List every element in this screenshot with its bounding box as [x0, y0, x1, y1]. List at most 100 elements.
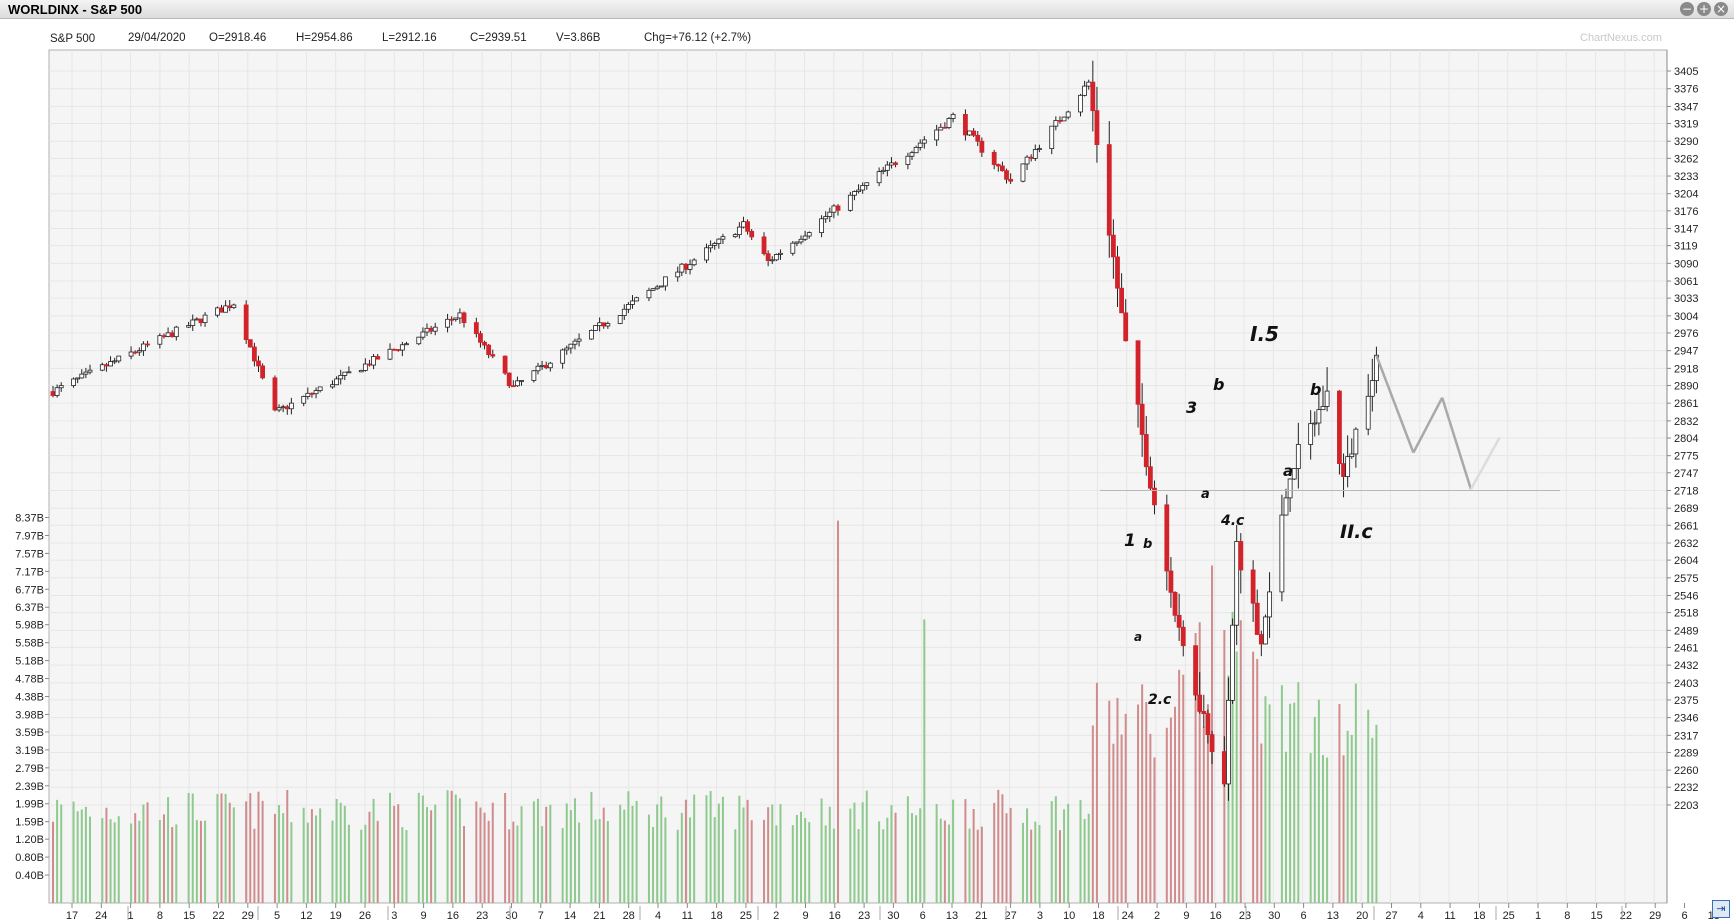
candle-body	[827, 211, 833, 217]
candle-body	[445, 318, 450, 328]
candle-body	[432, 326, 438, 332]
wave-label: b	[1143, 537, 1152, 552]
candle-body	[1020, 163, 1026, 182]
candle-body	[428, 327, 434, 332]
candle-body	[112, 360, 118, 363]
price-tick-label: 3147	[1674, 224, 1698, 236]
date-tick-label: 9	[421, 910, 427, 920]
date-tick-label: 26	[359, 910, 371, 920]
candle-body	[708, 244, 713, 249]
price-tick-label: 3119	[1674, 241, 1698, 253]
candle-body	[346, 371, 352, 374]
candle-body	[486, 344, 492, 356]
maximize-icon[interactable]: +	[1697, 2, 1711, 16]
candle-body	[1312, 422, 1318, 425]
price-tick-label: 2546	[1674, 591, 1698, 603]
candle-body	[1283, 497, 1289, 516]
candle-body	[272, 377, 278, 411]
candle-body	[71, 378, 76, 386]
date-tick-label: 24	[1122, 910, 1134, 920]
candle-body	[687, 264, 693, 270]
candle-body	[626, 304, 631, 310]
candle-body	[1308, 423, 1314, 445]
candle-body	[1374, 354, 1379, 382]
volume-tick-label: 7.17B	[15, 566, 44, 578]
price-tick-label: 2432	[1674, 660, 1698, 672]
candle-body	[1209, 734, 1215, 753]
candle-body	[461, 312, 467, 324]
candle-body	[260, 365, 266, 379]
plot-area	[48, 49, 1668, 904]
candle-body	[342, 371, 348, 376]
candle-body	[1061, 116, 1067, 122]
date-tick-label: 12	[300, 910, 312, 920]
date-tick-label: 22	[212, 910, 224, 920]
candle-body	[202, 314, 208, 324]
volume-tick-label: 5.58B	[15, 638, 44, 650]
candle-body	[165, 332, 171, 337]
wave-label: I.5	[1250, 322, 1279, 346]
volume-tick-label: 4.38B	[15, 692, 44, 704]
date-tick-label: 15	[1590, 910, 1602, 920]
date-tick-label: 5	[274, 910, 280, 920]
candle-body	[905, 155, 911, 165]
price-tick-label: 2461	[1674, 642, 1698, 654]
price-tick-label: 2575	[1674, 573, 1698, 585]
date-axis: 17 24 1 8 15 22 29 5 12 19 26 3 9 16 23 30 7 14 21 28 4 11 18 2…	[66, 903, 1720, 920]
wave-label: 3	[1186, 398, 1197, 417]
date-tick-label: 25	[1503, 910, 1515, 920]
candle-body	[1090, 81, 1096, 112]
candle-body	[539, 364, 545, 367]
price-tick-label: 2861	[1674, 398, 1698, 410]
price-tick-label: 2403	[1674, 678, 1698, 690]
candle-body	[1193, 645, 1198, 696]
candle-body	[387, 348, 393, 360]
candle-body	[716, 238, 722, 244]
candle-body	[1078, 94, 1083, 113]
candle-body	[860, 185, 866, 191]
date-tick-label: 6	[1681, 910, 1687, 920]
volume-tick-label: 5.18B	[15, 656, 44, 668]
candle-body	[691, 259, 697, 266]
candle-body	[634, 297, 640, 302]
candle-body	[449, 318, 455, 321]
candle-body	[934, 129, 940, 141]
candle-body	[1201, 710, 1207, 714]
candle-body	[87, 369, 93, 373]
minimize-icon[interactable]: −	[1680, 2, 1694, 16]
date-tick-label: 8	[157, 910, 163, 920]
candle-body	[963, 114, 968, 136]
candle-body	[301, 396, 307, 404]
price-tick-label: 2718	[1674, 485, 1698, 497]
candle-body	[1291, 468, 1297, 480]
candle-body	[243, 304, 249, 341]
date-tick-label: 29	[242, 910, 254, 920]
price-axis: 3405 3376 3347 3319 3290 3262 3233 3204 3176 3147…	[1666, 50, 1698, 903]
grid-lines	[49, 50, 1667, 903]
wave-label: 2.c	[1148, 692, 1172, 708]
candle-body	[1221, 751, 1227, 785]
price-tick-label: 3233	[1674, 171, 1698, 183]
candle-body	[108, 361, 113, 367]
candle-body	[593, 325, 598, 331]
scroll-latest-button[interactable]: ⇥	[1712, 900, 1730, 918]
price-tick-label: 2203	[1674, 800, 1698, 812]
date-tick-label: 22	[1620, 910, 1632, 920]
candle-body	[1143, 434, 1149, 468]
date-tick-label: 27	[1385, 910, 1397, 920]
candle-body	[675, 271, 681, 278]
candle-body	[371, 356, 376, 366]
date-tick-label: 30	[505, 910, 517, 920]
candle-body	[778, 252, 783, 255]
candle-body	[75, 377, 81, 380]
wave-label: b	[1310, 380, 1321, 399]
close-icon[interactable]: ×	[1714, 2, 1728, 16]
price-tick-label: 2518	[1674, 608, 1698, 620]
candle-body	[1226, 699, 1231, 785]
price-tick-label: 2775	[1674, 451, 1698, 463]
candle-body	[819, 218, 824, 234]
price-tick-label: 2661	[1674, 520, 1698, 532]
candle-body	[679, 263, 685, 273]
